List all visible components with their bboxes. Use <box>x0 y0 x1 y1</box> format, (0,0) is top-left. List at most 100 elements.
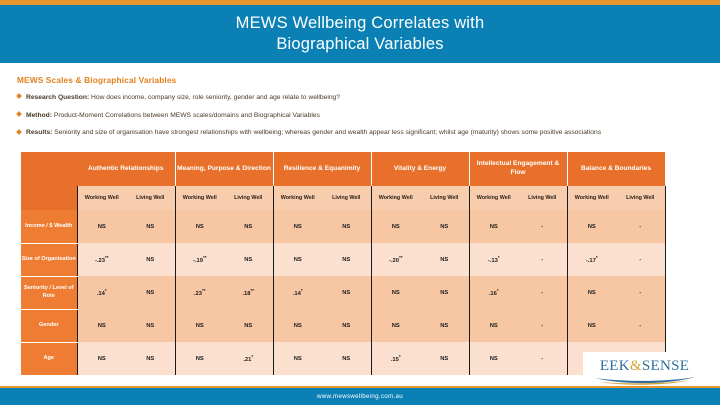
table-cell: NS <box>273 210 322 243</box>
footer-accent-rule <box>0 386 720 388</box>
list-item: Results: Seniority and size of organisat… <box>16 128 707 137</box>
table-body: Income / $ Wealth NS NS NS NS NS NS NS N… <box>21 210 666 376</box>
logo-ampersand: & <box>629 357 642 374</box>
table-corner-cell-2 <box>21 186 77 210</box>
table-cell: - <box>518 210 568 243</box>
row-label-size-of-organisation: Size of Organisation <box>21 243 77 277</box>
table-cell: .23** <box>175 276 224 309</box>
table-cell: NS <box>420 276 470 309</box>
diamond-bullet-icon <box>16 111 22 117</box>
table-cell: NS <box>126 342 176 375</box>
table-cell: NS <box>224 210 274 243</box>
list-item: Research Question: How does income, comp… <box>16 93 707 102</box>
table-cell: NS <box>126 243 176 276</box>
table-cell: NS <box>273 309 322 342</box>
logo-word-sense: SENSE <box>641 357 690 374</box>
table-cell: NS <box>224 309 274 342</box>
table-cell: NS <box>126 210 176 243</box>
table-cell: NS <box>567 309 616 342</box>
table-cell: - <box>518 243 568 276</box>
row-label-income-wealth: Income / $ Wealth <box>21 210 77 244</box>
subheader-working-well: Working Well <box>469 186 518 210</box>
table-cell: NS <box>420 342 470 375</box>
page-title-line2: Biographical Variables <box>276 35 444 53</box>
table-cell: NS <box>322 276 372 309</box>
table-cell: - <box>616 309 666 342</box>
table-cell: .14* <box>76 276 126 309</box>
table-cell: NS <box>567 276 616 309</box>
top-accent-rule <box>0 0 720 5</box>
domain-header-vitality-energy: Vitality & Energy <box>371 152 470 186</box>
subheader-working-well: Working Well <box>76 186 126 210</box>
table-cell: - <box>616 243 666 276</box>
table-cell: NS <box>76 309 126 342</box>
table-cell: NS <box>322 342 372 375</box>
footer-url: www.mewswellbeing.com.au <box>317 393 403 400</box>
table-cell: NS <box>371 276 420 309</box>
page-title-line1: MEWS Wellbeing Correlates with <box>235 14 485 32</box>
bullet-text: Research Question: How does income, comp… <box>26 94 340 101</box>
table-cell: -.20** <box>371 243 420 276</box>
bullet-list: Research Question: How does income, comp… <box>16 93 707 146</box>
table-cell: .18** <box>224 276 274 309</box>
table-cell: -.19** <box>175 243 224 276</box>
row-label-gender: Gender <box>21 309 77 343</box>
subheader-living-well: Living Well <box>616 186 666 210</box>
diamond-bullet-icon <box>16 128 22 135</box>
table-subheader-row: Working Well Living Well Working Well Li… <box>21 186 666 210</box>
subheader-working-well: Working Well <box>175 186 224 210</box>
table-cell: NS <box>420 309 470 342</box>
table-cell: .21* <box>224 342 274 375</box>
table-row: Seniority / Level of Role .14* NS .23** … <box>21 276 666 310</box>
logo-word-eek: EEK <box>599 357 630 374</box>
table-cell: - <box>518 276 568 309</box>
table-cell: .15* <box>371 342 420 375</box>
table-cell: NS <box>567 210 616 243</box>
table-cell: - <box>518 309 568 342</box>
section-title: MEWS Scales & Biographical Variables <box>17 75 177 85</box>
table-cell: NS <box>175 309 224 342</box>
table-cell: NS <box>273 243 322 276</box>
table-cell: -.23** <box>76 243 126 276</box>
table-cell: NS <box>322 210 372 243</box>
title-banner: MEWS Wellbeing Correlates with Biographi… <box>0 5 720 63</box>
subheader-working-well: Working Well <box>567 186 616 210</box>
table-cell: NS <box>273 342 322 375</box>
table-cell: NS <box>76 342 126 375</box>
table-cell: NS <box>469 210 518 243</box>
table-cell: NS <box>126 276 176 309</box>
subheader-living-well: Living Well <box>518 186 568 210</box>
table-cell: NS <box>224 243 274 276</box>
domain-header-meaning-purpose-direction: Meaning, Purpose & Direction <box>175 152 274 186</box>
table-cell: -.17* <box>567 243 616 276</box>
table-cell: NS <box>322 309 372 342</box>
subheader-working-well: Working Well <box>273 186 322 210</box>
table-domain-header-row: Authentic Relationships Meaning, Purpose… <box>21 152 666 186</box>
table-cell: - <box>518 342 568 375</box>
table-row: Income / $ Wealth NS NS NS NS NS NS NS N… <box>21 210 666 244</box>
table-cell: .14* <box>273 276 322 309</box>
table-cell: - <box>616 276 666 309</box>
table-cell: NS <box>371 309 420 342</box>
subheader-working-well: Working Well <box>371 186 420 210</box>
table-cell: -.13* <box>469 243 518 276</box>
table-cell: NS <box>420 210 470 243</box>
row-label-seniority-level-of-role: Seniority / Level of Role <box>21 276 77 310</box>
logo-wordmark: EEK&SENSE <box>600 358 689 375</box>
bullet-text: Method: Product-Moment Correlations betw… <box>26 111 320 119</box>
logo-swoosh-icon <box>593 376 697 385</box>
table-cell: NS <box>175 210 224 243</box>
domain-header-balance-boundaries: Balance & Boundaries <box>567 152 666 186</box>
diamond-bullet-icon <box>16 93 22 100</box>
table-cell: NS <box>322 243 372 276</box>
table-cell: NS <box>76 210 126 243</box>
table-cell: NS <box>469 342 518 375</box>
table-cell: .16* <box>469 276 518 309</box>
domain-header-resilience-equanimity: Resilience & Equanimity <box>273 152 372 186</box>
table-row: Size of Organisation -.23** NS -.19** NS… <box>21 243 666 277</box>
footer-bar: www.mewswellbeing.com.au <box>0 388 720 405</box>
table-row: Gender NS NS NS NS NS NS NS NS NS - NS - <box>21 309 666 343</box>
domain-header-authentic-relationships: Authentic Relationships <box>77 152 176 186</box>
domain-header-intellectual-engagement-flow: Intellectual Engagement & Flow <box>469 152 568 186</box>
table-cell: NS <box>371 210 420 243</box>
